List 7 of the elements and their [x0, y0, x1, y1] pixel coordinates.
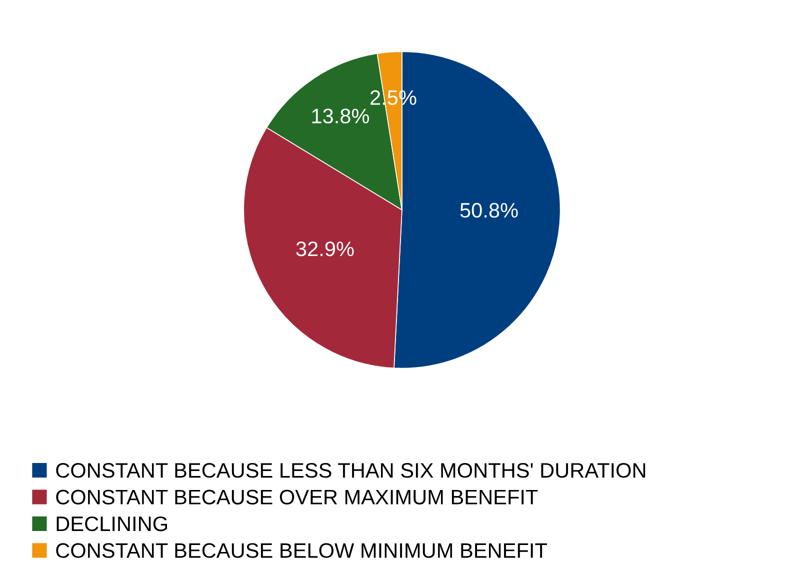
- legend-label: CONSTANT BECAUSE BELOW MINIMUM BENEFIT: [56, 543, 547, 558]
- data-label: 32.9%: [296, 242, 354, 256]
- data-label: 13.8%: [312, 108, 370, 124]
- legend-label: CONSTANT BECAUSE LESS THAN SIX MONTHS' DURATION: [56, 463, 646, 478]
- legend-label: CONSTANT BECAUSE OVER MAXIMUM BENEFIT: [56, 490, 538, 504]
- legend-label: DECLINING: [56, 516, 167, 532]
- data-label: 50.8%: [460, 202, 518, 218]
